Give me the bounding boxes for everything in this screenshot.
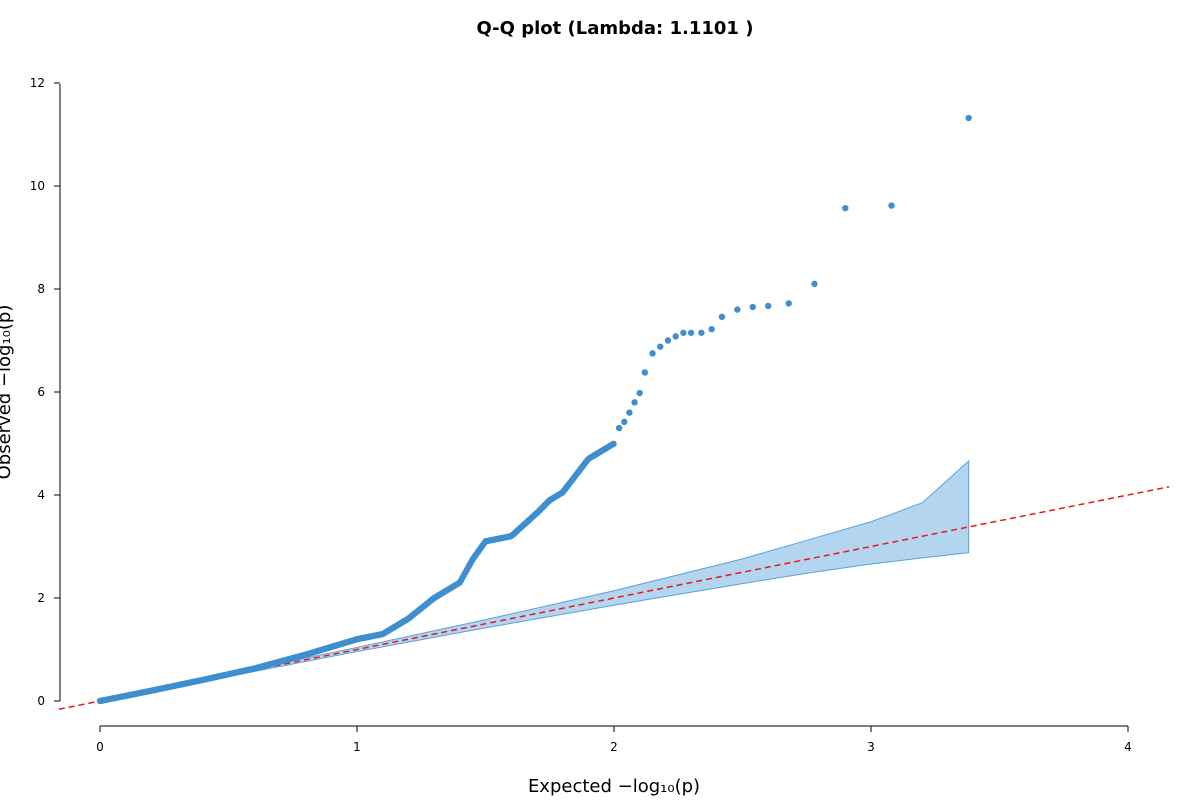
- x-tick-label: 2: [610, 740, 618, 754]
- chart-title: Q-Q plot (Lambda: 1.1101 ): [476, 18, 754, 39]
- data-point: [641, 369, 649, 376]
- data-point: [672, 333, 679, 340]
- x-tick-label: 3: [867, 740, 875, 754]
- confidence-band-area: [99, 459, 970, 702]
- data-point: [708, 325, 715, 333]
- axes: [59, 84, 1128, 727]
- data-point: [664, 337, 672, 344]
- data-point: [610, 440, 617, 448]
- data-point: [657, 343, 664, 350]
- y-ticks: 0 2 4 6 8 10 12: [30, 76, 60, 708]
- data-point: [718, 313, 726, 321]
- data-point: [680, 329, 687, 336]
- x-tick-label: 1: [353, 740, 361, 754]
- y-tick-label: 10: [30, 179, 45, 193]
- reference-line: [58, 486, 1170, 710]
- y-tick-label: 4: [37, 488, 45, 502]
- reference-diagonal-line: [58, 486, 1170, 710]
- confidence-band: [99, 459, 970, 702]
- data-point: [785, 300, 792, 307]
- data-point: [649, 350, 656, 357]
- data-point: [842, 204, 849, 212]
- x-axis-label: Expected −log₁₀(p): [528, 776, 700, 797]
- data-point: [698, 329, 705, 336]
- data-point: [615, 424, 623, 432]
- y-tick-label: 12: [30, 76, 45, 90]
- data-point: [734, 306, 741, 313]
- y-axis-label: Observed −log₁₀(p): [0, 305, 15, 480]
- data-point: [626, 409, 633, 416]
- data-point: [687, 329, 695, 336]
- y-tick-label: 6: [37, 385, 45, 399]
- x-ticks: 0 1 2 3 4: [96, 726, 1132, 754]
- data-point: [621, 418, 628, 426]
- data-point: [888, 202, 895, 209]
- x-tick-label: 0: [96, 740, 104, 754]
- x-tick-label: 4: [1124, 740, 1132, 754]
- y-tick-label: 0: [37, 694, 45, 708]
- data-point: [765, 302, 772, 310]
- data-point: [811, 280, 818, 288]
- y-tick-label: 2: [37, 591, 45, 605]
- y-tick-label: 8: [37, 282, 45, 296]
- data-points: [96, 114, 972, 705]
- data-point: [636, 389, 643, 397]
- data-point: [965, 114, 972, 122]
- data-point: [631, 399, 638, 406]
- data-point: [749, 303, 756, 311]
